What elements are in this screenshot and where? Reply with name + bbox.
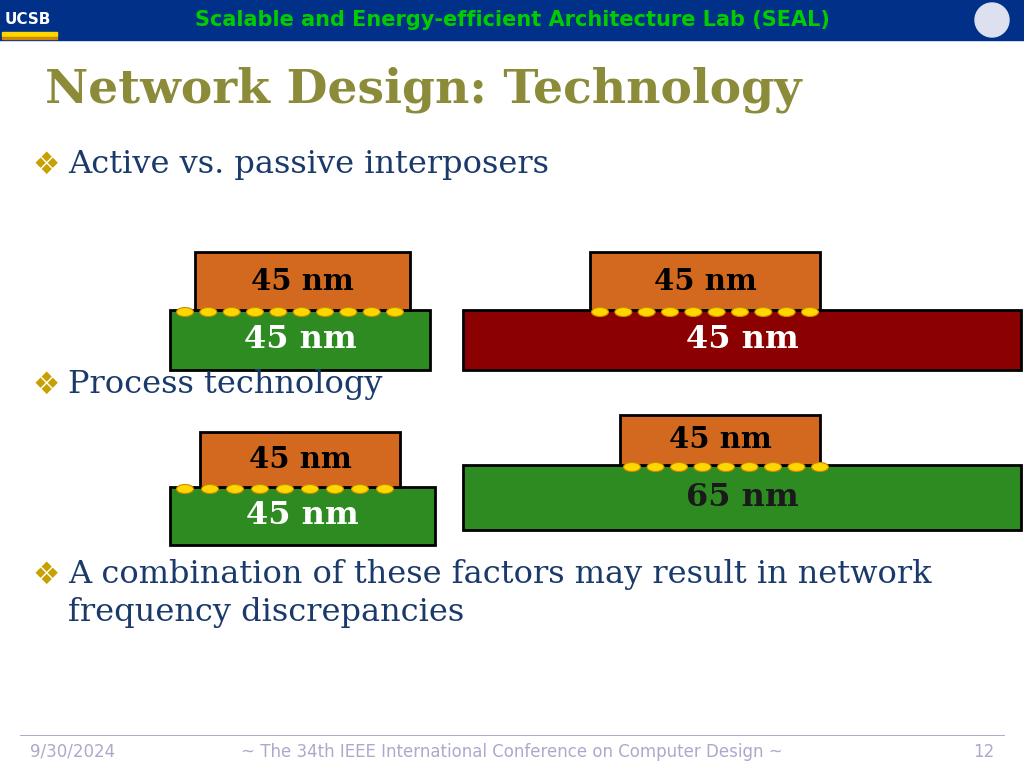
Ellipse shape (741, 462, 758, 472)
Ellipse shape (647, 462, 664, 472)
Ellipse shape (662, 307, 679, 316)
Ellipse shape (731, 307, 749, 316)
Text: 45 nm: 45 nm (251, 266, 354, 296)
Text: 65 nm: 65 nm (686, 482, 799, 513)
Ellipse shape (176, 307, 194, 316)
Text: Process technology: Process technology (68, 369, 383, 400)
Ellipse shape (252, 485, 268, 494)
Ellipse shape (638, 307, 655, 316)
Text: Network Design: Technology: Network Design: Technology (45, 67, 802, 113)
Ellipse shape (327, 485, 343, 494)
Ellipse shape (614, 307, 632, 316)
Ellipse shape (694, 462, 711, 472)
Text: Scalable and Energy-efficient Architecture Lab (SEAL): Scalable and Energy-efficient Architectu… (195, 10, 829, 30)
Ellipse shape (624, 462, 640, 472)
Ellipse shape (685, 307, 701, 316)
Text: UCSB: UCSB (5, 12, 51, 28)
Ellipse shape (276, 485, 294, 494)
Text: 45 nm: 45 nm (246, 501, 358, 531)
Bar (2, 37, 57, 39)
Text: 9/30/2024: 9/30/2024 (30, 743, 115, 761)
Text: 45 nm: 45 nm (669, 425, 771, 455)
Bar (2, 32, 57, 36)
Ellipse shape (316, 307, 334, 316)
Text: A combination of these factors may result in network: A combination of these factors may resul… (68, 560, 932, 591)
Bar (200, 432, 400, 487)
Ellipse shape (340, 307, 356, 316)
Text: ❖: ❖ (32, 561, 59, 590)
Bar (590, 252, 820, 310)
Ellipse shape (270, 307, 287, 316)
Text: Active vs. passive interposers: Active vs. passive interposers (68, 150, 549, 180)
Text: 45 nm: 45 nm (249, 445, 351, 474)
Ellipse shape (301, 485, 318, 494)
Ellipse shape (788, 462, 805, 472)
Ellipse shape (592, 307, 608, 316)
Text: 45 nm: 45 nm (244, 325, 356, 356)
Ellipse shape (671, 462, 687, 472)
Text: ~ The 34th IEEE International Conference on Computer Design ~: ~ The 34th IEEE International Conference… (241, 743, 783, 761)
Text: 45 nm: 45 nm (686, 325, 799, 356)
Ellipse shape (247, 307, 263, 316)
Bar (0, 0, 1024, 40)
Ellipse shape (765, 462, 781, 472)
Bar (170, 310, 430, 370)
Text: 12: 12 (973, 743, 994, 761)
Ellipse shape (377, 485, 393, 494)
Ellipse shape (202, 485, 218, 494)
Ellipse shape (176, 485, 194, 494)
Text: ❖: ❖ (32, 370, 59, 399)
Ellipse shape (709, 307, 725, 316)
Ellipse shape (778, 307, 796, 316)
Ellipse shape (223, 307, 241, 316)
Ellipse shape (351, 485, 369, 494)
Bar (463, 465, 1021, 530)
Bar (170, 487, 435, 545)
Ellipse shape (755, 307, 772, 316)
Ellipse shape (802, 307, 818, 316)
Ellipse shape (200, 307, 217, 316)
Ellipse shape (293, 307, 310, 316)
Circle shape (975, 3, 1009, 37)
Ellipse shape (386, 307, 403, 316)
Text: frequency discrepancies: frequency discrepancies (68, 598, 464, 628)
Bar (195, 252, 410, 310)
Bar (620, 415, 820, 465)
Bar (463, 310, 1021, 370)
Text: 45 nm: 45 nm (653, 266, 757, 296)
Ellipse shape (718, 462, 734, 472)
Ellipse shape (364, 307, 380, 316)
Ellipse shape (811, 462, 828, 472)
Text: ❖: ❖ (32, 151, 59, 180)
Ellipse shape (226, 485, 244, 494)
